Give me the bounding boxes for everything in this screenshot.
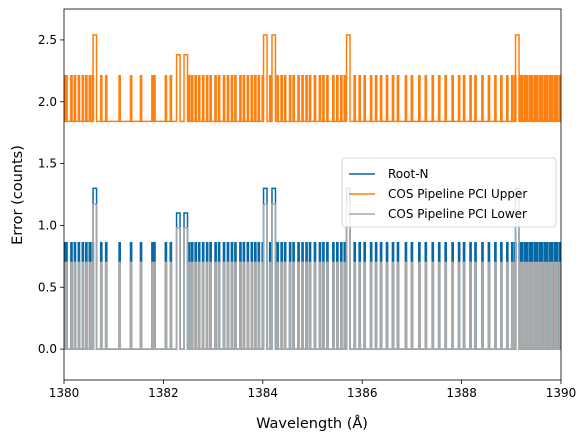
y-tick-label: 2.0 [38, 95, 57, 109]
legend-box [341, 157, 557, 228]
x-tick-label: 1390 [546, 386, 577, 400]
y-axis: 0.0 0.5 1.0 1.5 2.0 2.5 [38, 33, 64, 356]
legend: Root-N COS Pipeline PCI Upper COS Pipeline… [341, 157, 557, 228]
y-tick-label: 2.5 [38, 33, 57, 47]
y-tick-label: 1.5 [38, 157, 57, 171]
y-axis-label: Error (counts) [10, 145, 26, 245]
plot-frame [63, 8, 562, 381]
y-tick-label: 0.5 [38, 280, 57, 294]
legend-item-pci-upper-label: COS Pipeline PCI Upper [388, 187, 527, 201]
x-tick-label: 1382 [148, 386, 179, 400]
series-pci-upper-line [64, 34, 561, 123]
x-tick-label: 1386 [347, 386, 378, 400]
legend-item-pci-lower-label: COS Pipeline PCI Lower [388, 207, 527, 221]
series-layer [64, 34, 561, 350]
x-tick-label: 1388 [446, 386, 477, 400]
x-axis: 1380 1382 1384 1386 1388 1390 [49, 380, 577, 400]
series-pci-lower-line [64, 203, 561, 350]
x-axis-label: Wavelength (Å) [256, 415, 368, 432]
x-tick-label: 1380 [49, 386, 80, 400]
legend-item-root-n-label: Root-N [388, 167, 429, 181]
y-tick-label: 0.0 [38, 342, 57, 356]
y-tick-label: 1.0 [38, 218, 57, 232]
x-tick-label: 1384 [248, 386, 279, 400]
